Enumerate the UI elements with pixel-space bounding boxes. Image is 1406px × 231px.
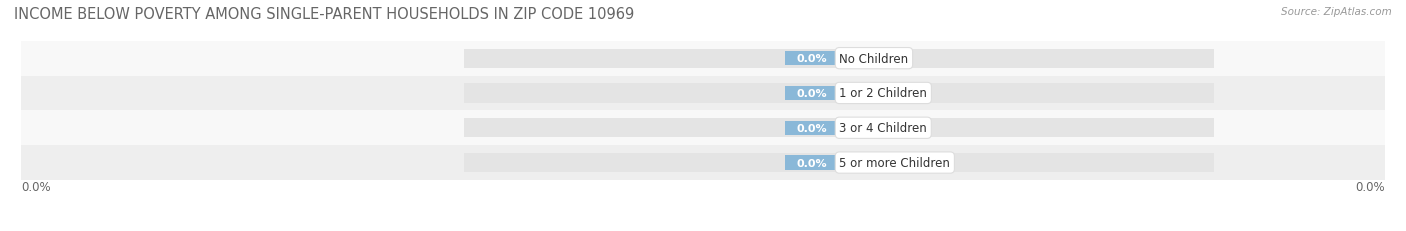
Bar bbox=[839, 86, 894, 101]
Text: 0.0%: 0.0% bbox=[21, 180, 51, 193]
Text: 1 or 2 Children: 1 or 2 Children bbox=[839, 87, 928, 100]
Bar bbox=[464, 49, 1215, 68]
Text: 0.0%: 0.0% bbox=[852, 88, 882, 99]
Bar bbox=[785, 121, 839, 135]
Text: 0.0%: 0.0% bbox=[797, 88, 827, 99]
Bar bbox=[839, 121, 894, 135]
Bar bbox=[785, 156, 839, 170]
Bar bbox=[464, 153, 1215, 172]
Text: 0.0%: 0.0% bbox=[852, 123, 882, 133]
Bar bbox=[21, 111, 1385, 146]
Text: 3 or 4 Children: 3 or 4 Children bbox=[839, 122, 927, 135]
Bar bbox=[21, 42, 1385, 76]
Text: 0.0%: 0.0% bbox=[797, 54, 827, 64]
Bar bbox=[464, 119, 1215, 138]
Bar bbox=[839, 156, 894, 170]
Bar bbox=[21, 146, 1385, 180]
Text: 0.0%: 0.0% bbox=[852, 54, 882, 64]
Legend: Single Father, Single Mother: Single Father, Single Mother bbox=[593, 228, 813, 231]
Text: 0.0%: 0.0% bbox=[797, 158, 827, 168]
Text: 0.0%: 0.0% bbox=[852, 158, 882, 168]
Bar bbox=[21, 76, 1385, 111]
Text: 0.0%: 0.0% bbox=[1355, 180, 1385, 193]
Bar bbox=[464, 84, 1215, 103]
Text: 0.0%: 0.0% bbox=[797, 123, 827, 133]
Bar bbox=[785, 52, 839, 66]
Bar bbox=[839, 52, 894, 66]
Text: 5 or more Children: 5 or more Children bbox=[839, 156, 950, 169]
Text: No Children: No Children bbox=[839, 52, 908, 65]
Text: INCOME BELOW POVERTY AMONG SINGLE-PARENT HOUSEHOLDS IN ZIP CODE 10969: INCOME BELOW POVERTY AMONG SINGLE-PARENT… bbox=[14, 7, 634, 22]
Text: Source: ZipAtlas.com: Source: ZipAtlas.com bbox=[1281, 7, 1392, 17]
Bar bbox=[785, 86, 839, 101]
